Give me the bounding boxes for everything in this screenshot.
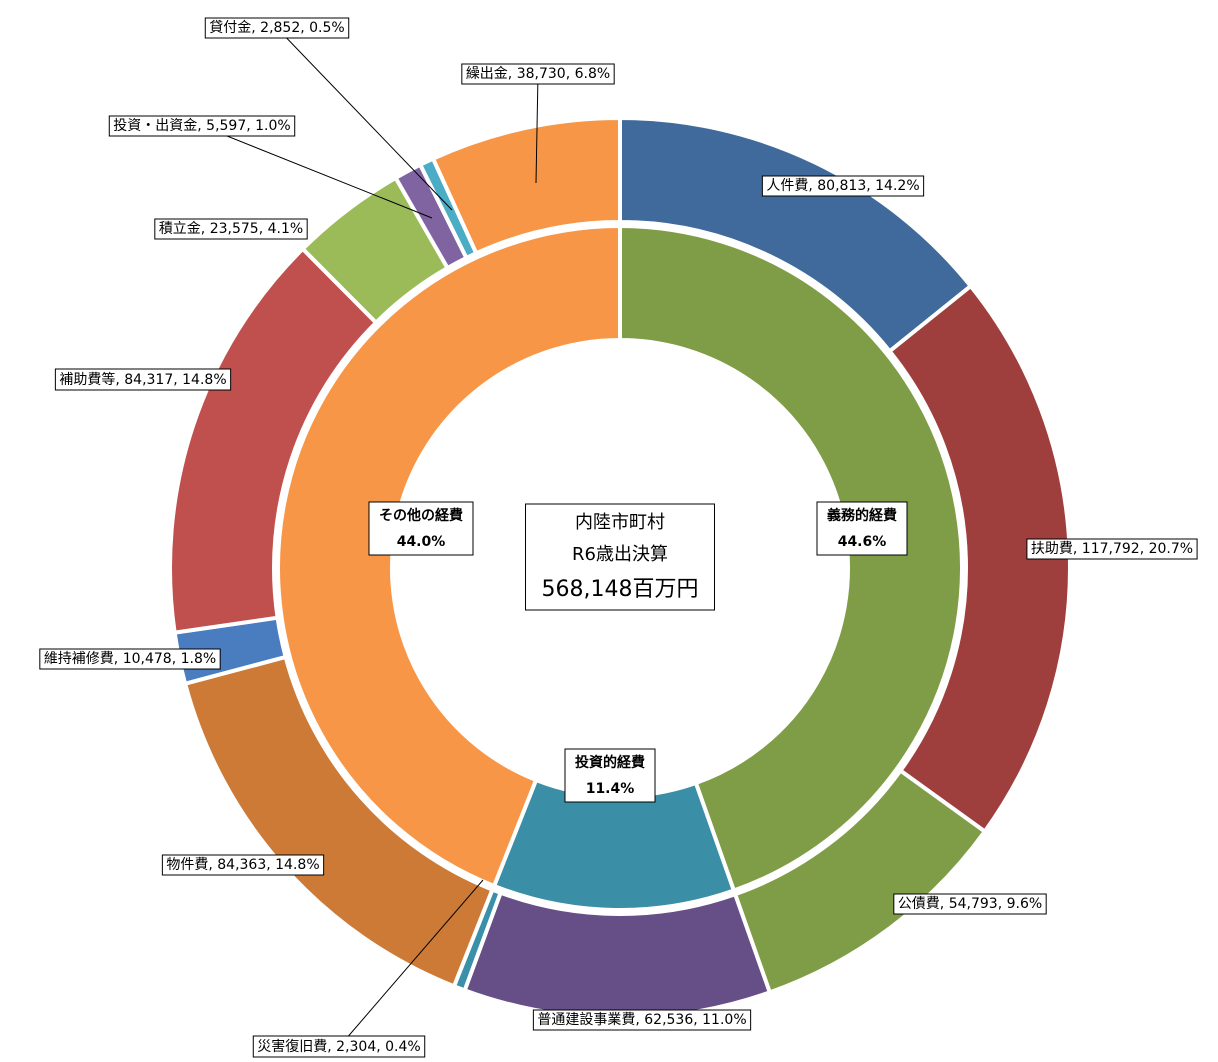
label-box [368, 501, 474, 556]
inner-label-name: その他の経費 [379, 507, 463, 524]
data-label: 補助費等, 84,317, 14.8% [54, 368, 232, 391]
data-label-text: 災害復旧費, 2,304, 0.4% [257, 1038, 420, 1055]
slice [276, 223, 622, 889]
inner-label-name: 義務的経費 [827, 507, 897, 524]
data-label-text: 貸付金, 2,852, 0.5% [209, 20, 344, 36]
data-label: 繰出金, 38,730, 6.8% [461, 63, 615, 85]
data-label-text: 投資・出資金, 5,597, 1.0% [113, 118, 290, 134]
data-label-text: 補助費等, 84,317, 14.8% [59, 371, 226, 388]
data-label-text: 人件費, 80,813, 14.2% [766, 178, 919, 194]
inner-label-value: 11.4% [586, 781, 635, 797]
data-label: 貸付金, 2,852, 0.5% [204, 17, 350, 39]
data-label: 物件費, 84,363, 14.8% [161, 854, 325, 876]
data-label: 投資・出資金, 5,597, 1.0% [108, 115, 296, 137]
data-label: 維持補修費, 10,478, 1.8% [39, 648, 221, 670]
center-text: 568,148百万円 [542, 577, 699, 602]
label-box [39, 648, 221, 670]
label-box [252, 1035, 426, 1058]
center-text: R6歳出決算 [572, 544, 668, 565]
label-box [816, 501, 908, 556]
inner-label: その他の経費 44.0% [368, 501, 474, 556]
data-label-text: 維持補修費, 10,478, 1.8% [44, 651, 216, 667]
data-label: 扶助費, 117,792, 20.7% [1026, 538, 1198, 560]
data-label-text: 物件費, 84,363, 14.8% [166, 857, 319, 873]
inner-label: 投資的経費 11.4% [564, 748, 656, 803]
slice [618, 223, 964, 894]
label-box [761, 175, 925, 197]
data-label: 公債費, 54,793, 9.6% [893, 893, 1047, 915]
label-box [461, 63, 615, 85]
leader-line [276, 27, 453, 211]
center-text: 内陸市町村 [575, 512, 665, 533]
label-box [1026, 538, 1198, 560]
label-box [893, 893, 1047, 915]
data-label: 災害復旧費, 2,304, 0.4% [252, 1035, 426, 1058]
inner-label: 義務的経費 44.6% [816, 501, 908, 556]
data-label: 積立金, 23,575, 4.1% [154, 218, 308, 240]
label-box [154, 218, 308, 240]
data-label: 普通建設事業費, 62,536, 11.0% [532, 1009, 752, 1031]
inner-label-name: 投資的経費 [575, 754, 645, 771]
center-label: 内陸市町村 R6歳出決算 568,148百万円 [525, 503, 715, 611]
inner-label-value: 44.0% [397, 534, 446, 550]
label-box [564, 748, 656, 803]
data-label-text: 積立金, 23,575, 4.1% [159, 221, 303, 237]
data-label-text: 公債費, 54,793, 9.6% [898, 896, 1042, 912]
leader-line [338, 879, 484, 1048]
data-label-text: 普通建設事業費, 62,536, 11.0% [537, 1012, 746, 1028]
label-box [525, 503, 715, 611]
data-label-text: 繰出金, 38,730, 6.8% [466, 66, 610, 82]
slice [430, 115, 622, 256]
label-box [108, 115, 296, 137]
inner-label-value: 44.6% [838, 534, 887, 550]
data-label: 人件費, 80,813, 14.2% [761, 175, 925, 197]
label-box [204, 17, 350, 39]
label-box [54, 368, 232, 391]
leader-line [201, 125, 433, 219]
data-label-text: 扶助費, 117,792, 20.7% [1031, 541, 1193, 557]
leader-line [535, 73, 539, 184]
label-box [161, 854, 325, 876]
label-box [532, 1009, 752, 1031]
